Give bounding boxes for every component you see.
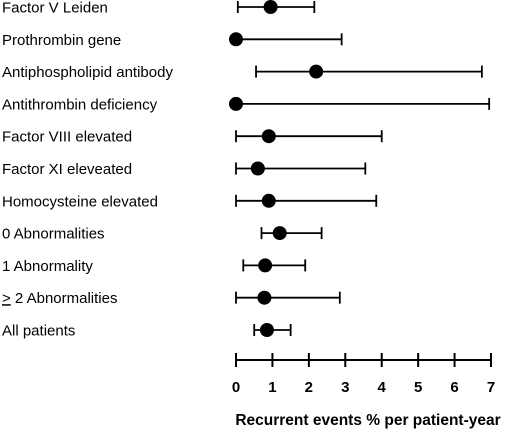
x-tick-label: 7	[487, 379, 495, 396]
row-label: 1 Abnormality	[2, 258, 93, 275]
point-estimate	[263, 0, 278, 14]
rows-layer: Factor V Leiden Prothrombin gene Antiphosp…	[2, 0, 491, 340]
point-estimate	[229, 96, 243, 111]
forest-row: Antithrombin deficiency	[2, 96, 491, 113]
forest-row: > 2 Abnormalities	[2, 290, 341, 307]
point-estimate	[259, 323, 274, 337]
forest-row: Factor VIII elevated	[2, 129, 383, 146]
row-label: Prothrombin gene	[2, 32, 121, 49]
point-estimate	[309, 64, 324, 79]
row-label-text: 1 Abnormality	[2, 258, 93, 275]
row-label: All patients	[2, 323, 75, 340]
forest-row: Antiphospholipid antibody	[2, 64, 483, 81]
point-estimate	[229, 32, 243, 47]
point-estimate	[261, 129, 276, 144]
point-estimate	[250, 161, 265, 176]
x-tick-label: 0	[232, 379, 240, 396]
row-label: Factor V Leiden	[2, 0, 108, 17]
row-label: 0 Abnormalities	[2, 226, 105, 243]
row-label-text: Factor XI eleveated	[2, 161, 132, 178]
row-label: Factor VIII elevated	[2, 129, 132, 146]
row-label-prefix: >	[2, 290, 11, 307]
forest-row: 0 Abnormalities	[2, 226, 323, 243]
point-estimate	[272, 226, 287, 241]
row-label-text: Antithrombin deficiency	[2, 96, 158, 113]
row-label-text: Factor V Leiden	[2, 0, 108, 17]
row-label: Factor XI eleveated	[2, 161, 132, 178]
x-tick-label: 4	[378, 379, 387, 396]
point-estimate	[258, 258, 273, 273]
row-label: Homocysteine elevated	[2, 193, 158, 210]
row-label-text: 2 Abnormalities	[11, 290, 118, 307]
x-tick-label: 2	[305, 379, 313, 396]
forest-row: 1 Abnormality	[2, 258, 307, 275]
row-label: Antiphospholipid antibody	[2, 64, 173, 81]
row-label-text: Antiphospholipid antibody	[2, 64, 173, 81]
row-label: > 2 Abnormalities	[2, 290, 118, 307]
forest-row: All patients	[2, 323, 292, 340]
row-label-text: Prothrombin gene	[2, 32, 121, 49]
row-label-text: Homocysteine elevated	[2, 193, 158, 210]
forest-row: Prothrombin gene	[2, 32, 343, 49]
row-label-text: All patients	[2, 323, 75, 340]
point-estimate	[261, 193, 276, 208]
row-label: Antithrombin deficiency	[2, 96, 158, 113]
row-label-text: 0 Abnormalities	[2, 226, 105, 243]
x-tick-label: 6	[450, 379, 458, 396]
x-tick-label: 5	[414, 379, 422, 396]
point-estimate	[257, 290, 272, 305]
x-axis: 0 1 2 3 4 5 6 7	[232, 353, 495, 396]
forest-row: Homocysteine elevated	[2, 193, 378, 210]
x-axis-title: Recurrent events % per patient-year	[235, 412, 500, 429]
forest-row: Factor XI eleveated	[2, 161, 367, 178]
x-tick-label: 1	[268, 379, 276, 396]
forest-row: Factor V Leiden	[2, 0, 316, 17]
row-label-text: Factor VIII elevated	[2, 129, 132, 146]
x-tick-label: 3	[341, 379, 349, 396]
